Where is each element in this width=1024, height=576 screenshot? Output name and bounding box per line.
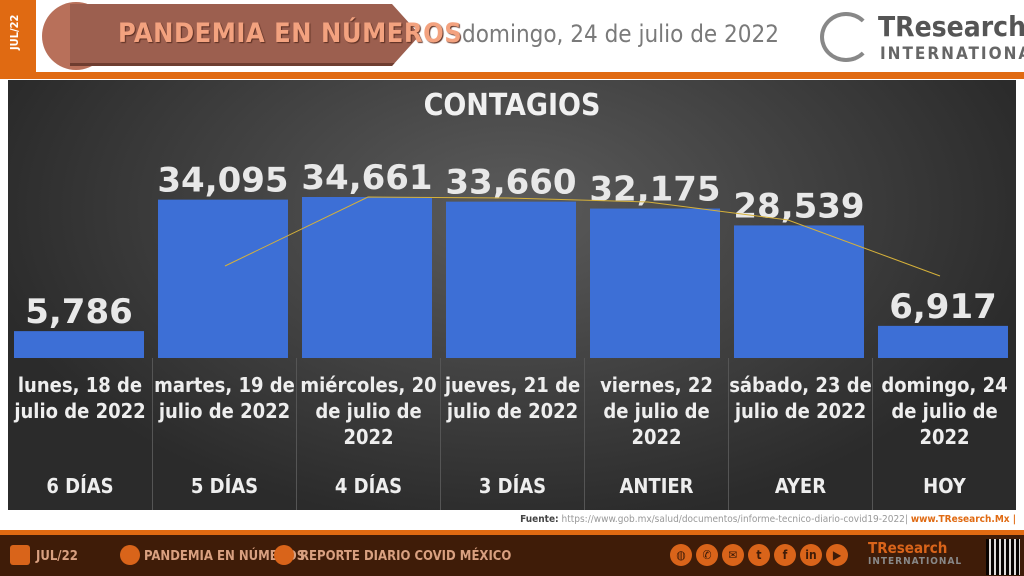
days-label: AYER xyxy=(774,474,827,498)
bar xyxy=(734,225,864,358)
linkedin-icon[interactable]: in xyxy=(800,544,822,566)
days-label: 5 DÍAS xyxy=(190,474,259,498)
days-label: 6 DÍAS xyxy=(46,474,114,498)
footer-logo: TResearch INTERNATIONAL xyxy=(868,539,963,568)
youtube-icon[interactable]: ▶ xyxy=(826,544,848,566)
chart-title: CONTAGIOS xyxy=(423,88,601,123)
footer: JUL/22 PANDEMIA EN NÚMEROS REPORTE DIARI… xyxy=(0,530,1024,576)
value-label: 34,661 xyxy=(301,158,432,198)
month-tab: JUL/22 xyxy=(0,0,36,72)
value-label: 6,917 xyxy=(889,287,997,327)
category-column: sábado, 23 de julio de 2022 AYER xyxy=(728,358,872,510)
value-label: 33,660 xyxy=(445,163,576,203)
category-column: lunes, 18 de julio de 2022 6 DÍAS xyxy=(8,358,152,510)
bar xyxy=(446,201,576,358)
category-label: miércoles, 20 de julio de 2022 xyxy=(300,373,437,449)
month-label: JUL/22 xyxy=(8,14,21,50)
logo-text: TResearch xyxy=(878,10,1024,43)
facebook-icon[interactable]: f xyxy=(774,544,796,566)
report-date: domingo, 24 de julio de 2022 xyxy=(462,20,779,48)
category-column: jueves, 21 de julio de 2022 3 DÍAS xyxy=(440,358,584,510)
source-url[interactable]: https://www.gob.mx/salud/documentos/info… xyxy=(561,514,908,525)
days-label: 3 DÍAS xyxy=(478,474,547,498)
bar-chart: 5,786 34,095 34,661 33,660 32,175 28,539 6,917 xyxy=(14,158,1008,358)
value-label: 34,095 xyxy=(157,161,288,201)
bar xyxy=(302,197,432,358)
mail-icon[interactable]: ✉ xyxy=(722,544,744,566)
category-label: lunes, 18 de julio de 2022 xyxy=(14,373,146,423)
category-column: domingo, 24 de julio de 2022 HOY xyxy=(872,358,1016,510)
logo-subtext: INTERNATIONAL xyxy=(880,44,1024,64)
twitter-icon[interactable]: t xyxy=(748,544,770,566)
days-label: ANTIER xyxy=(619,474,694,498)
footer-date: JUL/22 xyxy=(36,549,78,564)
source-site[interactable]: www.TResearch.Mx | xyxy=(910,514,1016,525)
footer-report: REPORTE DIARIO COVID MÉXICO xyxy=(300,549,512,564)
social-links: ◍ ✆ ✉ t f in ▶ xyxy=(670,544,848,566)
divider xyxy=(0,72,1024,79)
category-label: sábado, 23 de julio de 2022 xyxy=(729,373,872,423)
map-pin-icon xyxy=(120,545,140,565)
category-label: domingo, 24 de julio de 2022 xyxy=(881,373,1008,449)
category-label: jueves, 21 de julio de 2022 xyxy=(444,373,581,423)
source-line: Fuente: https://www.gob.mx/salud/documen… xyxy=(520,514,1016,525)
title-banner xyxy=(70,4,420,66)
footer-section: PANDEMIA EN NÚMEROS xyxy=(144,549,306,564)
category-column: viernes, 22 de julio de 2022 ANTIER xyxy=(584,358,728,510)
page-title: PANDEMIA EN NÚMEROS xyxy=(118,18,463,49)
bar xyxy=(590,208,720,358)
chat-chart-icon xyxy=(274,545,294,565)
category-label: viernes, 22 de julio de 2022 xyxy=(600,373,713,449)
phone-icon[interactable]: ✆ xyxy=(696,544,718,566)
qr-code[interactable] xyxy=(986,539,1020,575)
trend-line xyxy=(224,196,941,277)
tresearch-logo: TResearch INTERNATIONAL xyxy=(820,8,1024,66)
category-column: miércoles, 20 de julio de 2022 4 DÍAS xyxy=(296,358,440,510)
logo-chart-icon xyxy=(820,12,872,62)
category-label: martes, 19 de julio de 2022 xyxy=(154,373,295,423)
value-label: 28,539 xyxy=(733,186,864,226)
globe-icon[interactable]: ◍ xyxy=(670,544,692,566)
bar xyxy=(158,199,288,358)
value-label: 5,786 xyxy=(25,292,133,332)
chart-panel: CONTAGIOS 5,786 34,095 34,661 33,660 32,175 2… xyxy=(8,80,1016,510)
bar xyxy=(14,331,144,358)
days-label: HOY xyxy=(923,474,966,498)
source-label: Fuente: xyxy=(520,514,559,525)
value-label: 32,175 xyxy=(589,170,720,210)
calendar-icon xyxy=(10,545,30,565)
bar xyxy=(878,325,1008,358)
category-column: martes, 19 de julio de 2022 5 DÍAS xyxy=(152,358,296,510)
days-label: 4 DÍAS xyxy=(334,474,403,498)
